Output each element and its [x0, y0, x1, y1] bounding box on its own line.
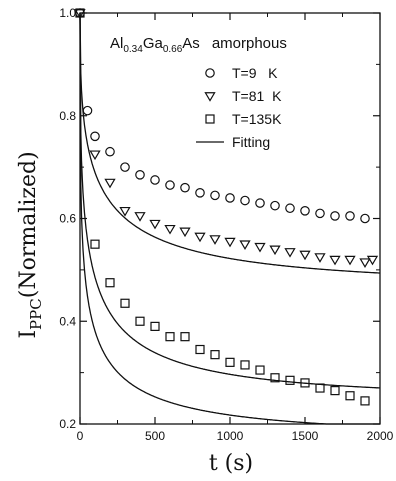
data-point [120, 298, 130, 308]
data-point [89, 150, 101, 161]
data-point [195, 188, 205, 198]
data-point [329, 255, 341, 266]
data-point [165, 180, 175, 190]
data-point [105, 278, 115, 288]
fit-curve [79, 12, 380, 425]
fit-curves [79, 12, 381, 425]
data-point [299, 250, 311, 261]
sample-annotation: Al0.34Ga0.66As amorphous [110, 35, 287, 55]
data-point [165, 332, 175, 342]
data-point [359, 258, 371, 268]
data-point [330, 386, 340, 396]
data-point [300, 378, 310, 388]
data-point [180, 332, 190, 342]
legend-marker [205, 68, 215, 78]
data-point [285, 203, 295, 214]
data-point [104, 178, 116, 189]
data-point [210, 190, 220, 201]
data-point [105, 146, 115, 157]
x-tick-label: 500 [145, 429, 165, 443]
data-point [255, 365, 265, 375]
x-axis: 0 500 1000 1500 2000 [77, 13, 394, 443]
legend-marker [204, 92, 216, 102]
x-tick-label: 1500 [292, 429, 319, 443]
data-point [75, 8, 85, 18]
y-tick-label: 0.6 [59, 212, 76, 226]
data-point [366, 255, 379, 266]
data-point [269, 245, 281, 256]
legend-label: T=135K [232, 111, 282, 127]
data-point [345, 211, 355, 221]
data-point [225, 193, 235, 203]
data-point [345, 391, 355, 401]
data-point [90, 239, 100, 249]
data-point [150, 175, 160, 185]
y-tick-label: 0.2 [59, 417, 76, 431]
x-axis-title: t (s) [209, 451, 253, 476]
data-point [90, 131, 100, 142]
data-markers [74, 8, 379, 406]
data-point [209, 235, 221, 245]
data-point [239, 240, 251, 250]
data-point [255, 198, 265, 208]
data-point [224, 237, 236, 248]
data-point [360, 396, 370, 406]
legend: T=9 K T=81 K T=135K Fitting [196, 65, 282, 150]
legend-fit-label: Fitting [232, 134, 270, 150]
data-point [284, 248, 296, 258]
data-point [254, 242, 266, 253]
data-point [134, 212, 146, 222]
data-point [150, 321, 160, 331]
data-point [315, 208, 325, 219]
data-point [210, 350, 220, 360]
data-point [179, 227, 191, 238]
data-point [135, 316, 145, 326]
data-point [194, 232, 206, 243]
x-tick-label: 1000 [217, 429, 244, 443]
y-axis-title: IPPC(Normalized) [16, 151, 45, 338]
legend-label: T=81 K [232, 88, 282, 104]
data-point [225, 357, 235, 367]
data-point [74, 9, 86, 19]
data-point [270, 200, 280, 211]
data-point [149, 219, 161, 230]
data-point [240, 195, 250, 206]
data-point [314, 253, 326, 263]
data-point [344, 255, 356, 266]
data-point [300, 205, 310, 216]
y-tick-label: 1.0 [59, 6, 76, 20]
data-point [119, 206, 131, 217]
data-point [360, 213, 370, 224]
data-point [82, 105, 93, 116]
y-tick-label: 0.8 [59, 109, 76, 123]
x-tick-label: 2000 [367, 429, 394, 443]
data-point [330, 211, 340, 221]
legend-label: T=9 K [232, 65, 278, 81]
fit-curve [79, 12, 380, 389]
data-point [180, 182, 190, 193]
data-point [195, 344, 205, 355]
legend-marker [205, 114, 215, 124]
data-point [270, 373, 280, 383]
fit-curve [79, 12, 381, 274]
data-point [285, 375, 295, 385]
data-point [315, 383, 325, 393]
data-point [240, 360, 250, 370]
x-tick-label: 0 [77, 429, 84, 443]
data-point [135, 170, 145, 180]
data-point [164, 224, 176, 235]
data-point [120, 162, 130, 172]
y-tick-label: 0.4 [59, 314, 76, 328]
